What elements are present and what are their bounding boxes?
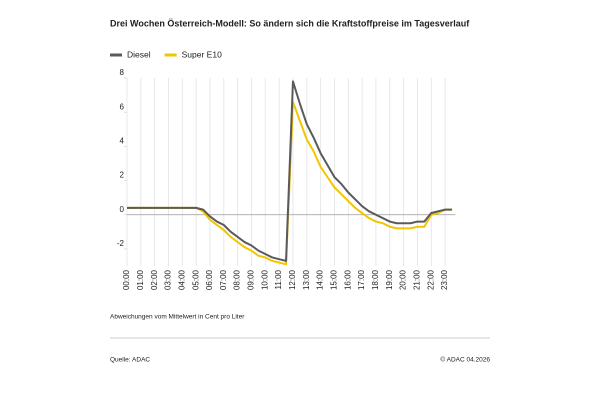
- x-tick-label: 12:00: [288, 269, 297, 290]
- x-tick-label: 03:00: [164, 269, 173, 290]
- x-tick-label: 21:00: [413, 269, 422, 290]
- y-tick-label: 4: [120, 136, 125, 145]
- x-tick-label: 11:00: [274, 269, 283, 289]
- x-tick-label: 07:00: [219, 269, 228, 290]
- legend-label: Super E10: [182, 49, 222, 59]
- x-tick-label: 00:00: [122, 269, 131, 290]
- y-tick-label: 8: [120, 68, 125, 77]
- x-tick-label: 16:00: [343, 269, 352, 290]
- source: Quelle: ADAC: [110, 357, 150, 364]
- x-tick-label: 18:00: [371, 269, 380, 290]
- x-tick-label: 01:00: [136, 269, 145, 290]
- x-tick-label: 23:00: [440, 269, 449, 290]
- x-tick-label: 05:00: [191, 269, 200, 290]
- x-tick-label: 20:00: [399, 269, 408, 290]
- copyright: © ADAC 04.2026: [440, 356, 490, 364]
- x-tick-label: 08:00: [233, 269, 242, 290]
- y-tick-label: 2: [120, 171, 125, 180]
- x-tick-label: 04:00: [177, 269, 186, 290]
- x-tick-label: 13:00: [302, 269, 311, 290]
- x-tick-label: 19:00: [385, 269, 394, 290]
- y-tick-label: 6: [120, 102, 125, 111]
- x-tick-label: 15:00: [330, 269, 339, 290]
- y-tick-label: 0: [120, 205, 125, 214]
- x-tick-label: 17:00: [357, 269, 366, 290]
- y-tick-label: -2: [117, 239, 125, 248]
- x-tick-label: 10:00: [260, 269, 269, 290]
- x-tick-label: 06:00: [205, 269, 214, 290]
- legend-label: Diesel: [127, 49, 151, 59]
- note: Abweichungen vom Mittelwert in Cent pro …: [110, 314, 245, 321]
- x-tick-label: 22:00: [426, 269, 435, 290]
- chart-title: Drei Wochen Österreich-Modell: So ändern…: [110, 18, 470, 28]
- series-line: [127, 80, 453, 262]
- x-tick-label: 09:00: [247, 269, 256, 290]
- x-tick-label: 14:00: [316, 269, 325, 290]
- x-tick-label: 02:00: [150, 269, 159, 290]
